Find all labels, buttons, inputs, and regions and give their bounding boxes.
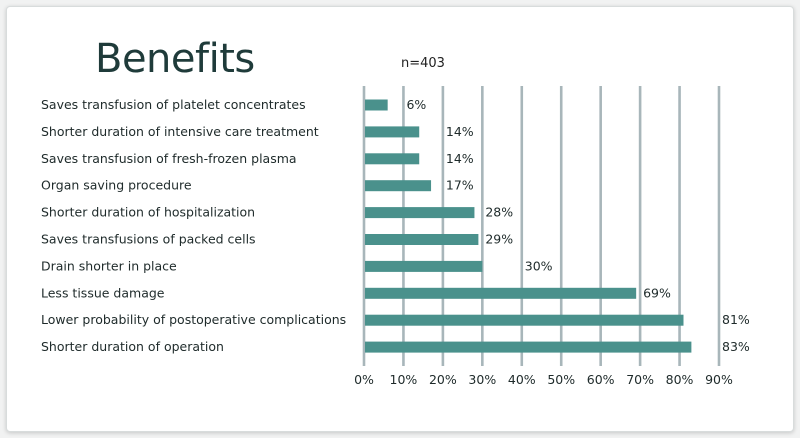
bar [365, 180, 432, 192]
x-tick-label: 90% [705, 372, 733, 387]
x-tick-label: 50% [547, 372, 575, 387]
bar [365, 126, 420, 138]
bar [365, 99, 388, 111]
bar [365, 234, 479, 245]
bar [365, 260, 483, 272]
category-label: Saves transfusion of fresh-frozen plasma [41, 151, 297, 166]
category-label: Lower probability of postoperative compl… [41, 312, 346, 327]
x-tick-label: 0% [354, 372, 374, 387]
category-label: Drain shorter in place [41, 258, 177, 273]
value-label: 28% [485, 205, 513, 220]
chart-title: Benefits [95, 36, 255, 82]
bar [365, 153, 420, 165]
sample-size: n=403 [401, 56, 445, 71]
bar [365, 207, 475, 219]
category-label: Organ saving procedure [41, 178, 192, 193]
category-label: Saves transfusions of packed cells [41, 232, 256, 247]
value-label: 81% [722, 312, 750, 327]
value-label: 14% [446, 124, 474, 139]
value-label: 6% [406, 97, 426, 112]
bar [365, 287, 637, 299]
value-label: 83% [722, 339, 750, 354]
value-label: 14% [446, 151, 474, 166]
x-tick-label: 80% [666, 372, 694, 387]
x-tick-label: 30% [468, 372, 496, 387]
value-label: 30% [525, 258, 553, 273]
value-label: 69% [643, 285, 671, 300]
chart-panel [6, 6, 794, 432]
x-tick-label: 20% [429, 372, 457, 387]
value-label: 17% [446, 178, 474, 193]
bar [365, 341, 692, 353]
category-label: Shorter duration of intensive care treat… [41, 124, 319, 139]
value-label: 29% [485, 232, 513, 247]
category-label: Less tissue damage [41, 285, 165, 300]
x-tick-label: 40% [508, 372, 536, 387]
category-label: Shorter duration of operation [41, 339, 224, 354]
category-label: Saves transfusion of platelet concentrat… [41, 97, 306, 112]
x-tick-label: 70% [626, 372, 654, 387]
x-tick-label: 10% [390, 372, 418, 387]
bar [365, 314, 684, 326]
category-label: Shorter duration of hospitalization [41, 205, 255, 220]
x-tick-label: 60% [587, 372, 615, 387]
